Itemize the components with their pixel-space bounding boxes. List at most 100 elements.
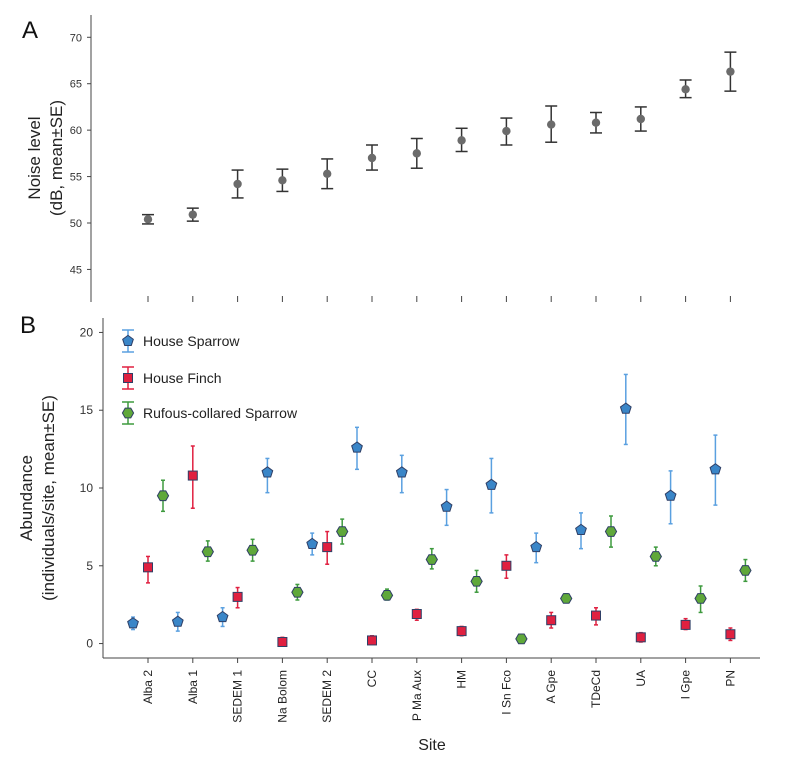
panel-b-point-s1-4 bbox=[322, 542, 333, 553]
panel-b-point-s1-13 bbox=[725, 629, 736, 640]
panel-b-point-s0-11 bbox=[619, 402, 632, 414]
panel-b-point-s1-7 bbox=[456, 626, 467, 637]
panel-b-point-s0-9 bbox=[530, 540, 543, 553]
panel-a-ytick-label-70: 70 bbox=[70, 32, 82, 44]
panel-b-point-s0-0 bbox=[127, 617, 139, 629]
panel-b-point-s0-3 bbox=[261, 466, 274, 478]
panel-b-point-s1-0 bbox=[143, 562, 153, 573]
panel-b-ytick-label-20: 20 bbox=[80, 325, 94, 339]
panel-b-point-s1-5 bbox=[367, 635, 377, 646]
panel-b-point-s2-4 bbox=[336, 526, 349, 537]
legend-item-0: House Sparrow bbox=[122, 329, 240, 353]
panel-a-point-2 bbox=[233, 179, 242, 189]
panel-b-point-s1-1 bbox=[187, 470, 198, 481]
panel-b-point-s2-12 bbox=[694, 593, 707, 604]
legend-label-2: Rufous-collared Sparrow bbox=[143, 405, 298, 421]
panel-a-point-7 bbox=[457, 136, 466, 145]
panel-b-point-s1-11 bbox=[635, 632, 646, 643]
panel-b-xtick-label-10: TDeCd bbox=[589, 670, 603, 708]
panel-b-point-s2-9 bbox=[560, 593, 573, 604]
panel-b-x-ticks: Alba 2 Alba 1 SEDEM 1 Na Bolom SEDEM 2 CC P Ma… bbox=[141, 658, 737, 723]
panel-b-xtick-label-8: I Sn Fco bbox=[499, 670, 513, 715]
panel-b-ytick-label-15: 15 bbox=[80, 403, 94, 417]
panel-b-ylabel-line1: Abundance bbox=[17, 455, 36, 541]
panel-a-letter: A bbox=[22, 17, 38, 44]
panel-a-point-8 bbox=[502, 126, 511, 136]
panel-a-ytick-label-55: 55 bbox=[70, 172, 82, 184]
panel-b-point-s1-2 bbox=[232, 591, 243, 602]
panel-b-xtick-label-3: Na Bolom bbox=[275, 670, 289, 723]
panel-a-marks bbox=[142, 51, 737, 302]
panel-a-point-12 bbox=[681, 85, 690, 94]
panel-b-ylabel-line2: (individuals/site, mean±SE) bbox=[39, 395, 58, 601]
panel-b-point-s0-4 bbox=[306, 537, 319, 550]
legend-marker-2 bbox=[121, 407, 135, 419]
panel-b-legend: House Sparrow House Finch Rufous-collared … bbox=[121, 329, 298, 425]
panel-b-xtick-label-4: SEDEM 2 bbox=[320, 670, 334, 723]
panel-b-xtick-label-13: PN bbox=[723, 670, 737, 687]
panel-a-ylabel-line2: (dB, mean±SE) bbox=[47, 100, 66, 216]
panel-b-point-s0-2 bbox=[216, 610, 229, 623]
panel-b-point-s0-5 bbox=[351, 441, 363, 453]
panel-b-xtick-label-0: Alba 2 bbox=[141, 670, 155, 704]
panel-b-point-s2-0 bbox=[156, 490, 170, 502]
panel-a-point-9 bbox=[547, 120, 556, 129]
legend-label-0: House Sparrow bbox=[143, 333, 240, 349]
panel-b-xtick-label-2: SEDEM 1 bbox=[231, 670, 245, 723]
panel-b-point-s1-3 bbox=[277, 637, 288, 647]
panel-a-point-13 bbox=[726, 67, 735, 76]
panel-a-point-1 bbox=[188, 210, 197, 219]
panel-a-point-6 bbox=[412, 149, 421, 158]
legend-item-2: Rufous-collared Sparrow bbox=[121, 401, 298, 425]
panel-b-letter: B bbox=[20, 312, 36, 339]
panel-b-point-s0-8 bbox=[485, 478, 498, 490]
panel-b-ytick-label-10: 10 bbox=[80, 481, 94, 495]
panel-b-point-s0-13 bbox=[709, 463, 722, 475]
panel-b-point-s0-6 bbox=[395, 466, 408, 478]
panel-b: B Abundance (individuals/site, mean±SE) … bbox=[17, 312, 760, 754]
panel-a-ytick-label-60: 60 bbox=[70, 125, 82, 137]
panel-b-point-s2-13 bbox=[739, 565, 752, 576]
panel-a-y-ticks: 45 50 55 60 65 70 bbox=[70, 32, 91, 276]
panel-b-point-s2-7 bbox=[470, 575, 483, 587]
panel-b-point-s2-5 bbox=[380, 589, 394, 601]
panel-b-xtick-label-5: CC bbox=[365, 670, 379, 688]
panel-a-ylabel-line1: Noise level bbox=[25, 116, 44, 199]
panel-b-point-s1-8 bbox=[501, 560, 512, 571]
panel-a-ytick-label-50: 50 bbox=[70, 218, 82, 230]
panel-b-xlabel: Site bbox=[418, 737, 446, 754]
panel-b-point-s2-1 bbox=[201, 546, 214, 558]
panel-b-point-s1-9 bbox=[546, 615, 557, 626]
panel-a: A Noise level (dB, mean±SE) 45 50 55 60 65 70 bbox=[22, 15, 737, 302]
legend-item-1: House Finch bbox=[122, 366, 222, 390]
panel-b-point-s2-10 bbox=[604, 526, 618, 537]
panel-b-xtick-label-7: HM bbox=[455, 670, 469, 689]
panel-a-point-11 bbox=[636, 114, 645, 124]
panel-a-ytick-label-65: 65 bbox=[70, 79, 82, 91]
panel-a-point-10 bbox=[591, 118, 601, 127]
panel-b-point-s2-2 bbox=[246, 544, 259, 556]
panel-a-ytick-label-45: 45 bbox=[70, 264, 82, 276]
panel-b-xtick-label-9: A Gpe bbox=[544, 670, 558, 704]
panel-b-point-s2-6 bbox=[425, 554, 438, 565]
panel-b-xtick-label-12: I Gpe bbox=[679, 670, 693, 700]
legend-marker-0 bbox=[122, 334, 134, 347]
panel-b-ytick-label-0: 0 bbox=[86, 637, 93, 651]
panel-b-xtick-label-1: Alba 1 bbox=[186, 670, 200, 704]
panel-b-point-s2-8 bbox=[515, 633, 528, 645]
panel-b-point-s1-12 bbox=[680, 619, 691, 630]
panel-b-point-s0-1 bbox=[171, 615, 184, 627]
panel-b-xtick-label-6: P Ma Aux bbox=[410, 670, 424, 721]
panel-b-point-s2-3 bbox=[291, 586, 304, 598]
panel-a-point-4 bbox=[323, 169, 332, 178]
panel-b-marks bbox=[127, 373, 752, 647]
panel-b-y-ticks: 0 5 10 15 20 bbox=[80, 325, 103, 651]
panel-a-point-3 bbox=[278, 176, 287, 185]
panel-b-point-s1-6 bbox=[411, 609, 422, 619]
panel-b-point-s1-10 bbox=[591, 610, 601, 621]
panel-b-xtick-label-11: UA bbox=[634, 670, 648, 687]
panel-b-point-s0-10 bbox=[575, 523, 587, 536]
panel-a-point-0 bbox=[143, 215, 153, 224]
legend-label-1: House Finch bbox=[143, 370, 222, 386]
